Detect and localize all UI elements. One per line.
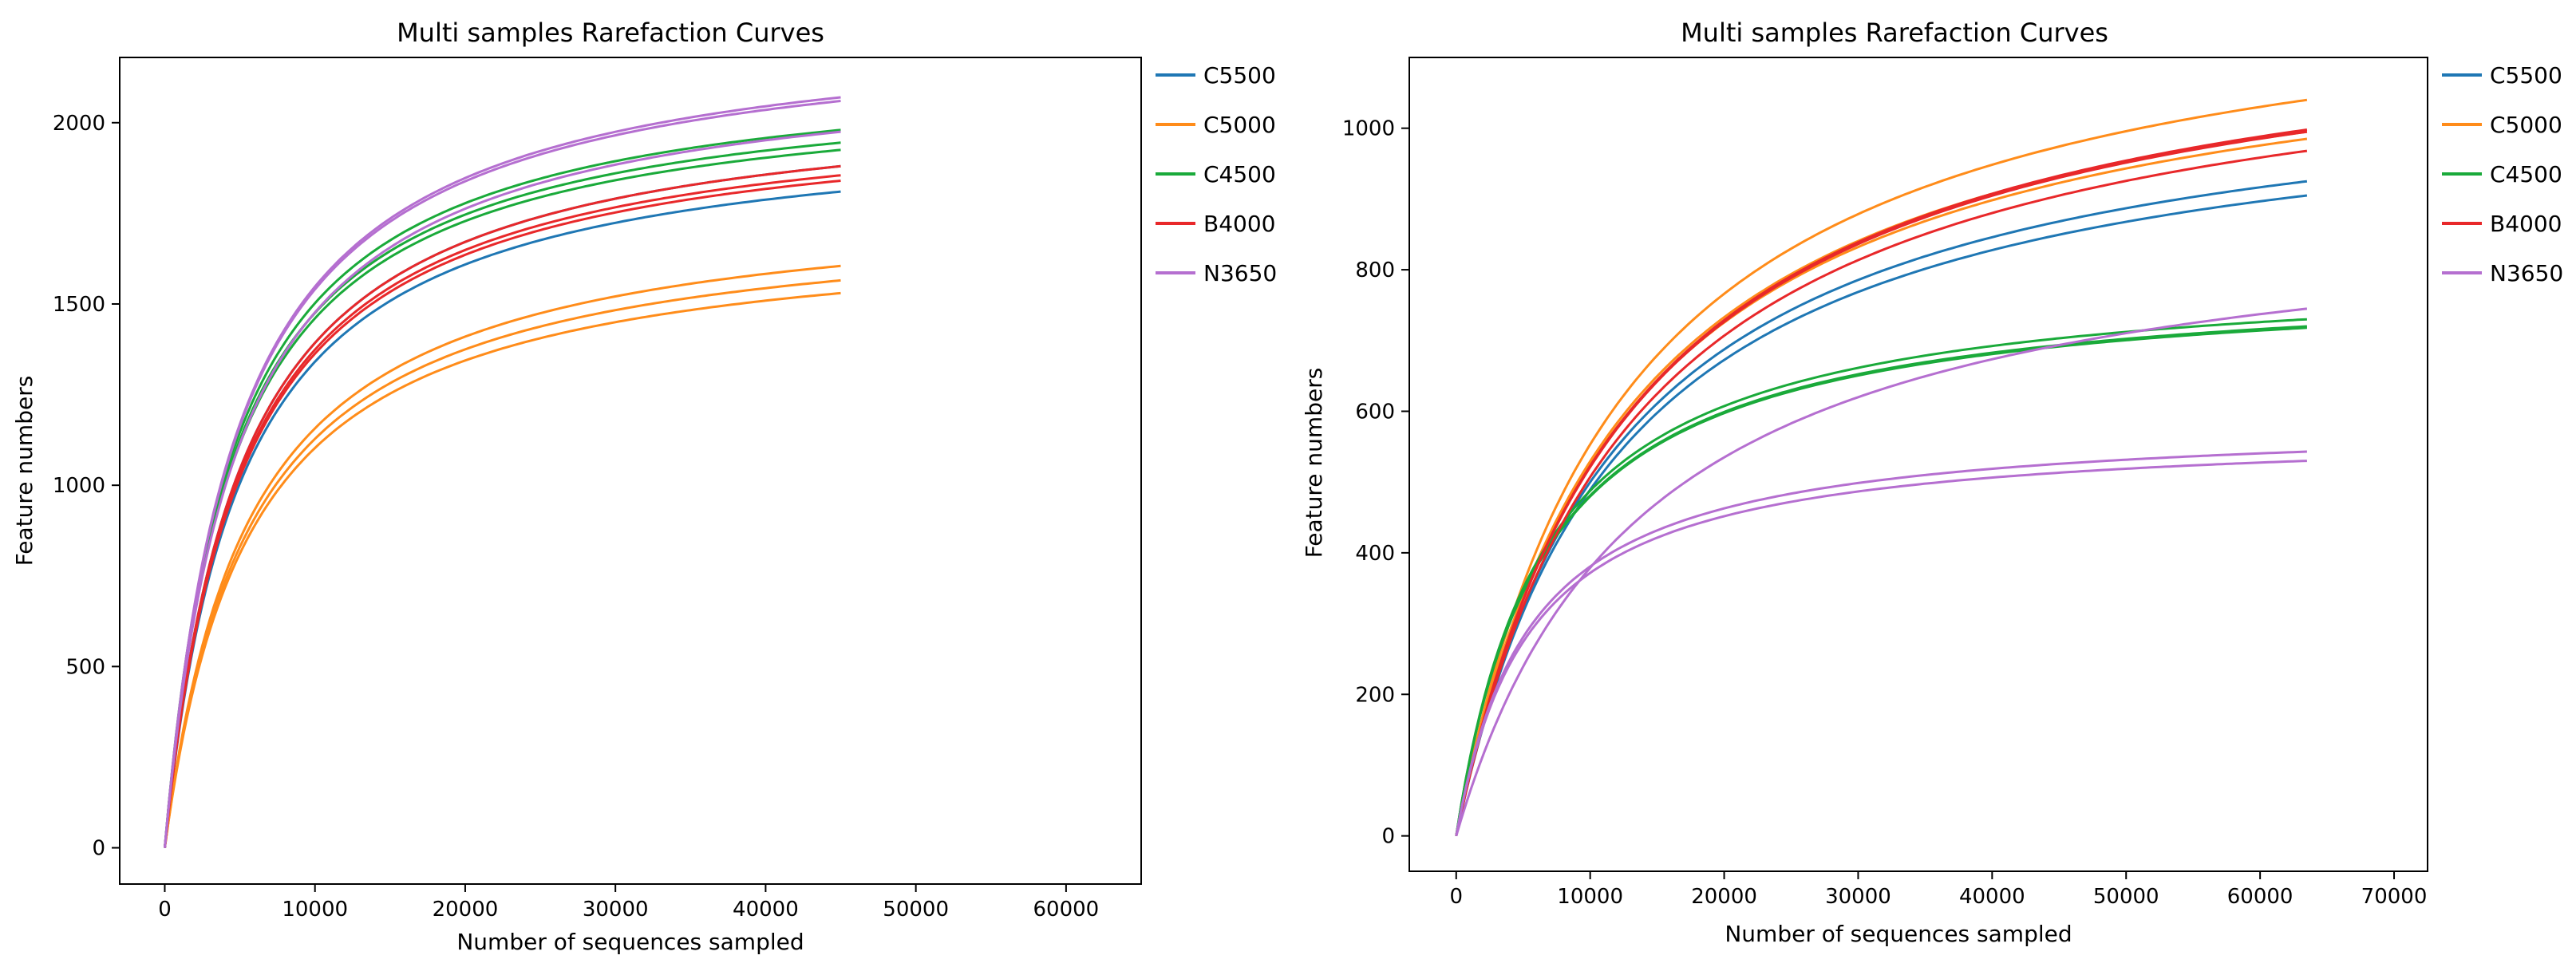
rarefaction-chart-left: Multi samples Rarefaction Curves 0 10000 2… [11,18,1277,955]
x-tick-label: 70000 [2361,885,2428,909]
plot-frame [1409,57,2428,872]
series-line-n3650 [1455,307,2308,837]
series-line-c5500 [1455,194,2308,837]
x-tick-label: 50000 [2093,885,2159,909]
x-tick-label: 10000 [282,898,348,922]
x-tick-label: 20000 [1691,885,1757,909]
series-line-c4500 [164,141,841,848]
series-line-c5000 [164,278,841,848]
series-line-c5500 [164,190,841,848]
series-curves [1455,98,2308,837]
series-line-b4000 [1455,149,2308,837]
y-tick-label: 600 [1355,400,1395,424]
series-line-n3650 [164,96,841,848]
y-axis-label: Feature numbers [11,376,38,566]
y-tick-label: 0 [1381,825,1395,849]
x-tick-label: 60000 [1033,898,1100,922]
x-tick-label: 40000 [733,898,799,922]
series-line-c4500 [1455,326,2307,836]
series-line-b4000 [1455,130,2308,837]
y-tick-label: 800 [1355,259,1395,282]
series-line-n3650 [1455,450,2307,836]
y-axis: 0 200 400 600 800 1000 [1342,117,1409,849]
series-line-c4500 [164,148,841,848]
series-line-b4000 [1455,128,2308,837]
legend: C5500 C5000 C4500 B4000 N3650 [2442,62,2563,286]
legend-label-n3650: N3650 [2490,260,2563,286]
chart-title: Multi samples Rarefaction Curves [397,18,824,48]
rarefaction-chart-right: Multi samples Rarefaction Curves 0 10000 2… [1301,18,2563,947]
legend-label-c4500: C4500 [2490,161,2562,188]
x-tick-label: 10000 [1557,885,1623,909]
series-line-n3650 [164,130,841,848]
y-tick-label: 400 [1355,542,1395,566]
series-line-n3650 [1455,460,2307,836]
legend-label-c5000: C5000 [2490,112,2562,138]
legend-label-b4000: B4000 [1203,211,1275,237]
series-line-b4000 [164,164,841,848]
plot-frame [119,57,1142,885]
x-tick-label: 30000 [1825,885,1891,909]
y-tick-label: 200 [1355,683,1395,707]
series-line-c4500 [164,128,841,848]
series-line-c5000 [164,291,841,848]
series-line-b4000 [164,174,841,848]
legend-label-c5500: C5500 [2490,62,2562,89]
series-line-b4000 [164,180,841,848]
x-tick-label: 0 [158,898,172,922]
x-axis: 0 10000 20000 30000 40000 50000 60000 [158,884,1099,922]
series-line-c5500 [1455,180,2308,837]
series-line-n3650 [164,100,841,848]
x-tick-label: 40000 [1959,885,2025,909]
y-tick-label: 1500 [53,293,105,317]
y-axis-label: Feature numbers [1301,368,1327,559]
x-tick-label: 0 [1449,885,1463,909]
series-line-c5000 [164,264,841,848]
legend-label-b4000: B4000 [2490,211,2562,237]
y-tick-label: 1000 [53,474,105,498]
y-axis: 0 500 1000 1500 2000 [53,112,120,861]
legend-label-c4500: C4500 [1203,161,1276,188]
series-line-c5000 [1455,98,2308,836]
legend: C5500 C5000 C4500 B4000 N3650 [1156,62,1277,286]
y-tick-label: 1000 [1342,117,1395,141]
series-curves [164,96,841,848]
legend-label-n3650: N3650 [1203,260,1277,286]
x-axis: 0 10000 20000 30000 40000 50000 60000 70000 [1449,871,2427,909]
x-tick-label: 30000 [583,898,649,922]
x-axis-label: Number of sequences sampled [1725,921,2072,947]
legend-label-c5500: C5500 [1203,62,1276,89]
chart-title: Multi samples Rarefaction Curves [1681,18,2108,48]
series-line-c4500 [1455,318,2307,836]
x-tick-label: 50000 [883,898,949,922]
x-axis-label: Number of sequences sampled [456,929,804,955]
y-tick-label: 0 [92,837,105,861]
x-tick-label: 60000 [2227,885,2294,909]
y-tick-label: 2000 [53,112,105,136]
legend-label-c5000: C5000 [1203,112,1276,138]
x-tick-label: 20000 [433,898,499,922]
y-tick-label: 500 [65,655,105,679]
series-line-c4500 [1455,325,2308,836]
